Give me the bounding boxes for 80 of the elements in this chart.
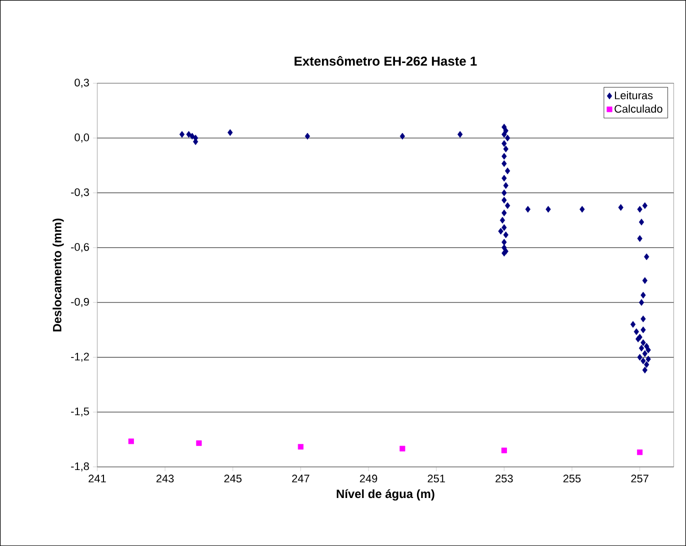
point [502,238,507,246]
point [640,315,646,322]
point [637,354,642,361]
point [638,299,644,306]
point [640,357,646,364]
point [503,231,508,238]
point [304,132,310,140]
point [502,189,507,196]
point [502,140,507,147]
point [457,130,463,138]
point [400,446,406,452]
point [504,202,510,209]
point [638,344,644,352]
point [618,204,624,211]
x-tick-label: 245 [224,474,242,482]
point [502,224,507,231]
point [502,174,507,182]
point [637,206,642,213]
x-tick-label: 255 [563,474,581,482]
y-tick-label: 0,0 [74,133,90,143]
chart-title: Extensômetro EH-262 Haste 1 [294,56,477,66]
point [642,277,648,284]
point [186,130,192,138]
point [640,292,646,298]
point [503,127,508,134]
point [196,440,202,446]
point [642,202,648,209]
legend-label: Calculado [614,104,662,113]
point [637,449,643,456]
point [400,132,406,140]
point [642,366,648,374]
x-tick-label: 253 [496,474,513,482]
y-tick-label: -0,9 [71,298,89,307]
point [228,129,233,136]
point [500,216,506,224]
point [646,346,651,354]
y-tick-label: -0,3 [71,188,89,198]
point [640,326,646,334]
point [634,328,639,336]
x-tick-label: 243 [156,474,174,482]
y-tick-label: -1,5 [71,408,89,416]
y-tick-label: 0,3 [74,78,89,88]
point [646,356,651,362]
point [504,134,510,142]
y-tick-label: -1,2 [71,352,89,362]
point [580,206,585,213]
point [644,253,650,260]
point [502,130,507,138]
point [637,235,642,242]
point [179,130,185,138]
point [644,361,650,368]
point [501,448,507,454]
x-axis-title: Nível de água (m) [336,489,434,500]
point [504,167,510,174]
x-tick-label: 251 [428,474,445,482]
point [502,124,507,130]
x-tick-label: 247 [292,474,310,482]
point [546,206,551,213]
point [502,152,507,160]
point [502,196,507,204]
point [640,339,646,346]
y-tick-label: -0,6 [71,243,89,252]
point [525,206,530,213]
point [638,218,644,226]
y-axis-title: Deslocamento (mm) [52,218,64,332]
point [503,146,508,152]
point [190,132,195,140]
legend-label: Leituras [614,91,653,100]
x-tick-label: 241 [88,474,106,482]
point [298,444,304,450]
x-tick-label: 249 [360,474,378,482]
point [502,160,507,167]
point [503,182,508,189]
point [502,210,507,216]
y-tick-label: -1,8 [71,462,89,472]
x-tick-label: 257 [631,474,648,482]
point [498,228,504,235]
point [642,350,648,357]
point [128,438,134,444]
point [630,320,636,328]
